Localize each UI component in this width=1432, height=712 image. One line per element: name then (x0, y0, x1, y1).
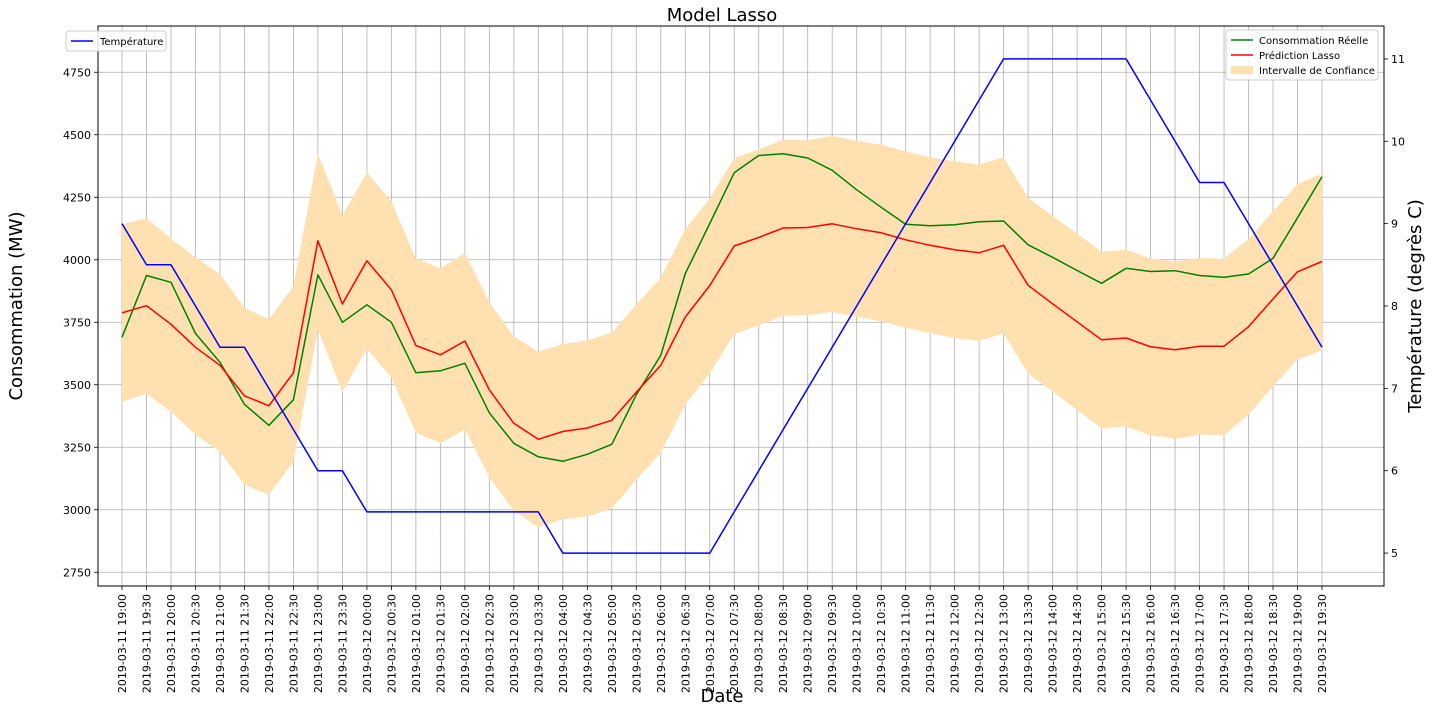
x-tick-label: 2019-03-12 08:30 (777, 594, 790, 693)
x-tick-label: 2019-03-12 03:00 (508, 594, 521, 693)
x-tick-label: 2019-03-12 00:30 (385, 594, 398, 693)
x-tick-label: 2019-03-12 19:30 (1316, 594, 1329, 693)
x-tick-label: 2019-03-12 02:30 (483, 594, 496, 693)
x-tick-label: 2019-03-12 12:30 (973, 594, 986, 693)
x-axis-title: Date (700, 686, 743, 707)
x-tick-label: 2019-03-12 01:00 (410, 594, 423, 693)
x-tick-label: 2019-03-12 15:00 (1096, 594, 1109, 693)
x-tick-label: 2019-03-12 07:30 (728, 594, 741, 693)
x-tick-label: 2019-03-12 19:00 (1292, 594, 1305, 693)
legend-label-consommation: Consommation Réelle (1259, 35, 1368, 47)
x-tick-label: 2019-03-11 22:00 (263, 594, 276, 693)
y-tick-label: 2750 (63, 566, 91, 579)
x-tick-label: 2019-03-12 17:00 (1194, 594, 1207, 693)
y-tick-label: 4500 (63, 129, 91, 142)
legend-patch-confidence (1231, 66, 1253, 74)
x-tick-label: 2019-03-12 18:00 (1243, 594, 1256, 693)
x-tick-label: 2019-03-12 18:30 (1267, 594, 1280, 693)
y2-tick-label: 6 (1391, 465, 1398, 478)
x-axis: 2019-03-11 19:00 2019-03-11 19:30 2019-03-… (116, 586, 1329, 693)
x-tick-label: 2019-03-11 23:00 (312, 594, 325, 693)
x-tick-label: 2019-03-11 21:00 (214, 594, 227, 693)
y-axis-right: 5 6 7 8 9 10 11 (1384, 53, 1405, 560)
x-tick-label: 2019-03-11 21:30 (238, 594, 251, 693)
legend-right: Consommation Réelle Prédiction Lasso Int… (1225, 29, 1379, 81)
y-tick-label: 3750 (63, 316, 91, 329)
legend-label-confidence: Intervalle de Confiance (1259, 66, 1375, 77)
x-tick-label: 2019-03-12 17:30 (1218, 594, 1231, 693)
confidence-band (122, 136, 1322, 528)
x-tick-label: 2019-03-12 05:30 (630, 594, 643, 693)
x-tick-label: 2019-03-12 06:00 (655, 594, 668, 693)
x-tick-label: 2019-03-11 19:30 (140, 594, 153, 693)
x-tick-label: 2019-03-12 12:00 (949, 594, 962, 693)
x-tick-label: 2019-03-12 00:00 (361, 594, 374, 693)
x-tick-label: 2019-03-12 06:30 (679, 594, 692, 693)
x-tick-label: 2019-03-11 22:30 (287, 594, 300, 693)
y-axis-left: 2750 3000 3250 3500 3750 4000 4250 4500 4750 (63, 66, 98, 579)
y-tick-label: 4000 (63, 254, 91, 267)
x-tick-label: 2019-03-11 23:30 (336, 594, 349, 693)
x-tick-label: 2019-03-12 11:00 (900, 594, 913, 693)
series-consommation-line (121, 153, 1323, 463)
x-tick-label: 2019-03-11 19:00 (116, 594, 129, 693)
y2-tick-label: 8 (1391, 300, 1398, 313)
y-tick-label: 4250 (63, 191, 91, 204)
x-tick-label: 2019-03-12 07:00 (704, 594, 717, 693)
x-tick-label: 2019-03-12 01:30 (434, 594, 447, 693)
x-tick-label: 2019-03-12 10:00 (851, 594, 864, 693)
x-tick-label: 2019-03-12 10:30 (875, 594, 888, 693)
x-tick-label: 2019-03-12 11:30 (924, 594, 937, 693)
x-tick-label: 2019-03-12 04:30 (581, 594, 594, 693)
x-tick-label: 2019-03-12 16:30 (1169, 594, 1182, 693)
y-axis-title: Consommation (MW) (6, 211, 27, 400)
x-tick-label: 2019-03-11 20:30 (189, 594, 202, 693)
x-tick-label: 2019-03-12 04:00 (557, 594, 570, 693)
series-temperature-line (121, 58, 1323, 554)
y2-tick-label: 10 (1391, 135, 1405, 148)
x-tick-label: 2019-03-12 14:30 (1071, 594, 1084, 693)
x-tick-label: 2019-03-12 16:00 (1145, 594, 1158, 693)
x-tick-label: 2019-03-12 09:00 (802, 594, 815, 693)
y2-tick-label: 7 (1391, 382, 1398, 395)
y-tick-label: 3250 (63, 441, 91, 454)
y2-tick-label: 11 (1391, 53, 1405, 66)
series-prediction-line (121, 223, 1323, 441)
x-tick-label: 2019-03-12 15:30 (1120, 594, 1133, 693)
series-lines (121, 58, 1323, 554)
y-tick-label: 4750 (63, 66, 91, 79)
x-tick-label: 2019-03-12 14:00 (1047, 594, 1060, 693)
y-tick-label: 3500 (63, 379, 91, 392)
chart-title: Model Lasso (667, 5, 778, 26)
x-tick-label: 2019-03-12 13:30 (1022, 594, 1035, 693)
x-tick-label: 2019-03-11 20:00 (165, 594, 178, 693)
x-tick-label: 2019-03-12 08:00 (753, 594, 766, 693)
x-tick-label: 2019-03-12 09:30 (826, 594, 839, 693)
y2-tick-label: 9 (1391, 218, 1398, 231)
legend-left: Température (65, 30, 167, 52)
legend-label-temperature: Température (99, 36, 163, 48)
y-tick-label: 3000 (63, 504, 91, 517)
y2-axis-title: Température (degrès C) (1405, 199, 1426, 413)
x-tick-label: 2019-03-12 13:00 (998, 594, 1011, 693)
y2-tick-label: 5 (1391, 547, 1398, 560)
x-tick-label: 2019-03-12 05:00 (606, 594, 619, 693)
x-tick-label: 2019-03-12 02:00 (459, 594, 472, 693)
legend-label-prediction: Prédiction Lasso (1259, 50, 1340, 62)
x-tick-label: 2019-03-12 03:30 (532, 594, 545, 693)
